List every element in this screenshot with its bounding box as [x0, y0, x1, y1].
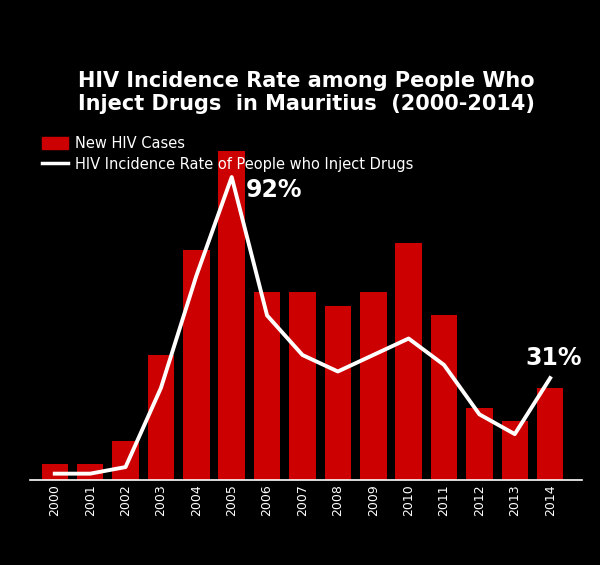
Bar	[395, 243, 422, 480]
Bar	[148, 355, 174, 480]
Bar	[112, 441, 139, 480]
Bar	[41, 464, 68, 480]
Title: HIV Incidence Rate among People Who
Inject Drugs  in Mauritius  (2000-2014): HIV Incidence Rate among People Who Inje…	[77, 71, 535, 114]
Bar	[254, 293, 280, 480]
Bar	[289, 293, 316, 480]
Text: 31%: 31%	[526, 346, 582, 370]
Bar	[325, 306, 351, 480]
Legend: New HIV Cases, HIV Incidence Rate of People who Inject Drugs: New HIV Cases, HIV Incidence Rate of Peo…	[37, 132, 418, 176]
Bar	[502, 421, 528, 480]
Bar	[431, 315, 457, 480]
Bar	[466, 408, 493, 480]
Text: 92%: 92%	[246, 178, 302, 202]
Bar	[537, 388, 563, 480]
Bar	[360, 293, 386, 480]
Bar	[183, 250, 209, 480]
Bar	[77, 464, 103, 480]
Bar	[218, 151, 245, 480]
